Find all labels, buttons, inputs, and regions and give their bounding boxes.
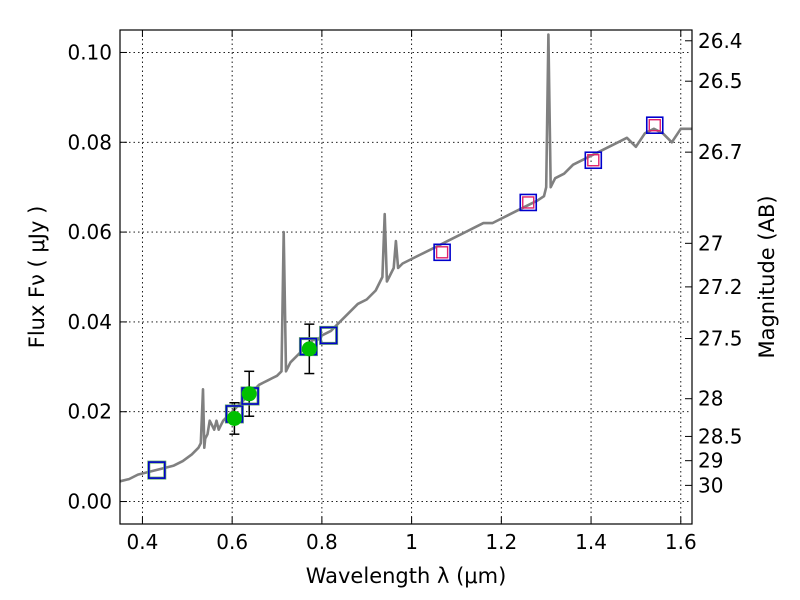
y-tick-label: 0.04 bbox=[67, 310, 112, 334]
y-tick-label: 0.10 bbox=[67, 40, 112, 64]
right-tick-label: 30 bbox=[698, 473, 723, 497]
ticks: 0.4 0.6 0.8 1 1.2 1.4 1.6 0.00 0.02 0.04 0.06 0.08 0… bbox=[67, 29, 742, 554]
red-square-marker bbox=[648, 119, 661, 132]
y-tick-label: 0.02 bbox=[67, 400, 112, 424]
marker-layer bbox=[147, 116, 664, 480]
green-circle-marker bbox=[241, 386, 257, 402]
grid bbox=[120, 30, 692, 524]
red-square-outer bbox=[645, 116, 664, 135]
spectrum-line bbox=[119, 33, 692, 483]
right-axis-title: Magnitude (AB) bbox=[755, 195, 779, 358]
x-tick-label: 1 bbox=[405, 530, 418, 554]
x-tick-label: 1.4 bbox=[575, 530, 607, 554]
right-tick-label: 27.5 bbox=[698, 327, 743, 351]
red-square-marker bbox=[435, 246, 449, 259]
green-circle-marker bbox=[226, 410, 242, 426]
plot-frame bbox=[119, 29, 693, 525]
right-tick-label: 26.4 bbox=[698, 29, 743, 53]
right-tick-label: 29 bbox=[698, 449, 723, 473]
y-tick-label: 0.06 bbox=[67, 220, 112, 244]
right-tick-label: 28.5 bbox=[698, 424, 743, 448]
x-tick-label: 0.8 bbox=[306, 530, 338, 554]
spectrum-line-layer bbox=[119, 33, 692, 483]
x-tick-label: 1.2 bbox=[485, 530, 517, 554]
red-square-marker bbox=[587, 154, 600, 167]
x-tick-label: 0.4 bbox=[127, 530, 159, 554]
y-axis-title: Flux Fν ( μJy ) bbox=[25, 206, 49, 349]
right-tick-label: 28 bbox=[698, 387, 723, 411]
x-tick-label: 1.6 bbox=[665, 530, 697, 554]
red-square-outer bbox=[519, 193, 538, 212]
right-tick-label: 26.5 bbox=[698, 69, 743, 93]
red-square-outer bbox=[433, 243, 451, 262]
x-axis-title: Wavelength λ (μm) bbox=[306, 564, 507, 588]
right-tick-label: 27.2 bbox=[698, 275, 743, 299]
x-tick-label: 0.6 bbox=[216, 530, 248, 554]
y-tick-label: 0.08 bbox=[67, 130, 112, 154]
green-square-marker bbox=[147, 461, 166, 479]
y-tick-label: 0.00 bbox=[67, 490, 112, 514]
green-circle-marker bbox=[301, 341, 317, 357]
right-tick-label: 26.7 bbox=[698, 140, 743, 164]
green-square-marker bbox=[319, 326, 338, 345]
red-square-outer bbox=[584, 151, 603, 170]
right-tick-label: 27 bbox=[698, 231, 723, 255]
red-square-marker bbox=[522, 196, 535, 209]
